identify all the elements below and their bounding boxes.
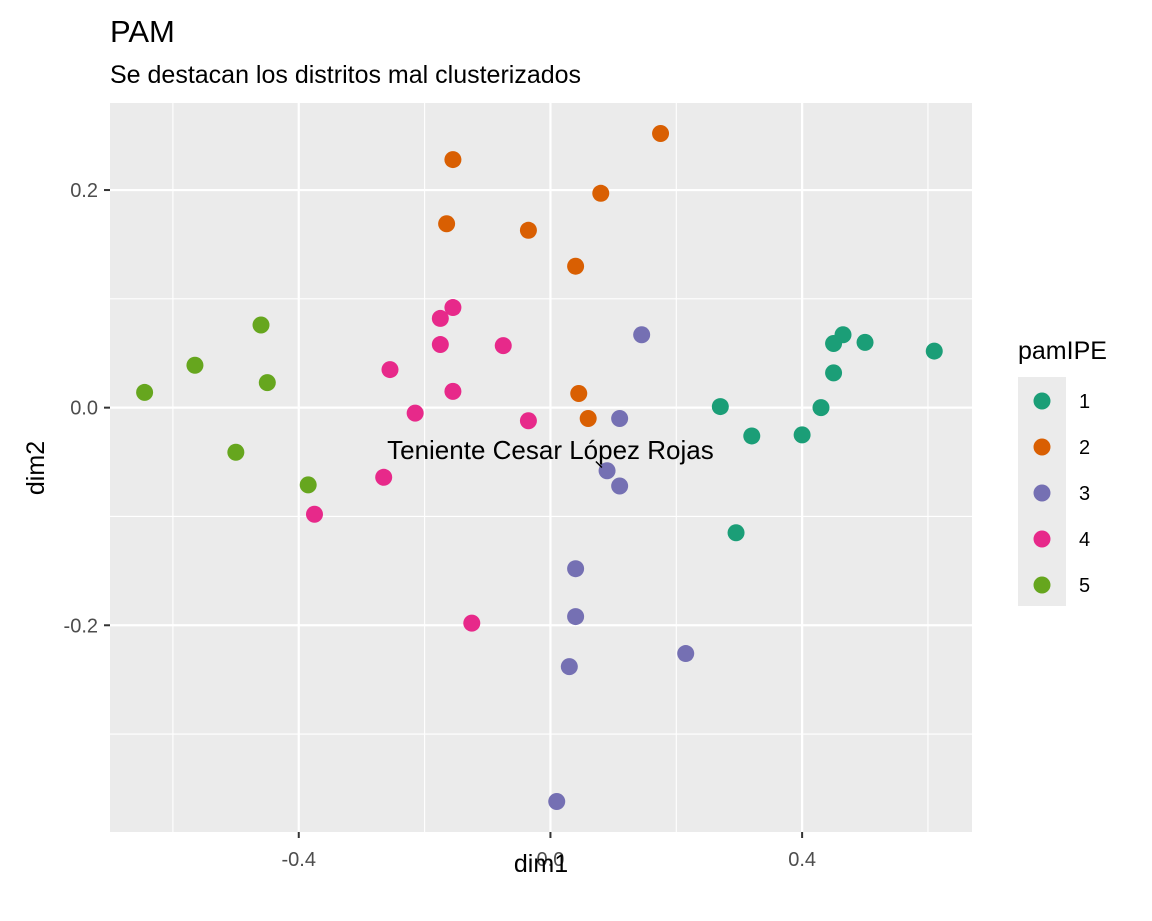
data-point-cluster-1 [743, 427, 761, 445]
data-point-cluster-2 [444, 151, 462, 169]
data-point-cluster-3 [677, 645, 695, 663]
annotations: Teniente Cesar López Rojas [387, 435, 714, 469]
legend: pamIPE 1 2 3 4 5 [1018, 337, 1107, 606]
legend-label: 3 [1079, 483, 1090, 505]
data-point-cluster-4 [494, 337, 512, 355]
x-tick-label: 0.0 [537, 849, 565, 871]
data-point-cluster-2 [592, 184, 610, 202]
chart-title: PAM [110, 14, 175, 49]
data-point-cluster-3 [567, 560, 585, 578]
data-point-cluster-4 [381, 361, 399, 379]
y-tick-label: 0.0 [70, 398, 98, 420]
data-point-cluster-4 [519, 412, 537, 430]
data-point-cluster-4 [375, 468, 393, 486]
data-point-cluster-2 [570, 385, 588, 403]
data-point-cluster-3 [548, 793, 566, 811]
data-point-cluster-1 [793, 426, 811, 444]
data-point-cluster-2 [567, 257, 585, 275]
y-tick-label: 0.2 [70, 180, 98, 202]
legend-label: 5 [1079, 575, 1090, 597]
data-point-cluster-1 [812, 399, 830, 417]
chart-subtitle: Se destacan los distritos mal clusteriza… [110, 61, 581, 89]
plot-panel [110, 103, 972, 832]
data-point-cluster-5 [186, 356, 204, 374]
x-tick-label: -0.4 [282, 849, 316, 871]
data-point-cluster-1 [711, 398, 729, 416]
data-point-cluster-2 [519, 221, 537, 239]
y-tick-label: -0.2 [64, 615, 98, 637]
data-point-cluster-3 [598, 462, 616, 480]
legend-title: pamIPE [1018, 337, 1107, 365]
data-point-cluster-2 [652, 124, 670, 142]
data-point-cluster-1 [925, 342, 943, 360]
legend-key-3 [1033, 484, 1051, 502]
legend-key-1 [1033, 392, 1051, 410]
data-point-cluster-3 [560, 658, 578, 676]
legend-key-5 [1033, 576, 1051, 594]
grid-lines [110, 103, 972, 832]
data-point-cluster-5 [299, 476, 317, 494]
data-point-cluster-4 [305, 505, 323, 523]
data-point-cluster-4 [444, 299, 462, 317]
data-point-cluster-3 [633, 326, 651, 344]
data-point-cluster-5 [252, 316, 270, 334]
annotation-label: Teniente Cesar López Rojas [387, 435, 714, 465]
y-axis-ticks: -0.2 0.0 0.2 [64, 180, 110, 637]
legend-items: 1 2 3 4 5 [1033, 391, 1090, 597]
data-point-cluster-4 [431, 336, 449, 354]
data-point-cluster-5 [258, 374, 276, 392]
y-axis-title: dim2 [22, 441, 50, 495]
data-point-cluster-1 [825, 364, 843, 382]
data-point-cluster-1 [834, 326, 852, 344]
legend-key-2 [1033, 438, 1051, 456]
legend-label: 4 [1079, 529, 1090, 551]
x-tick-label: 0.4 [788, 849, 816, 871]
data-point-cluster-4 [431, 309, 449, 327]
data-point-cluster-3 [567, 608, 585, 626]
data-point-cluster-2 [579, 410, 597, 428]
data-point-cluster-5 [136, 383, 154, 401]
x-axis-ticks: -0.4 0.0 0.4 [282, 832, 816, 871]
data-point-cluster-4 [406, 404, 424, 422]
data-point-cluster-4 [444, 382, 462, 400]
legend-key-4 [1033, 530, 1051, 548]
data-point-cluster-1 [727, 524, 745, 542]
data-point-cluster-2 [438, 215, 456, 233]
data-point-cluster-3 [611, 410, 629, 428]
annotation-leader-line [595, 460, 603, 469]
data-point-cluster-5 [227, 443, 245, 461]
data-point-cluster-3 [611, 477, 629, 495]
legend-label: 1 [1079, 391, 1090, 413]
data-point-cluster-4 [463, 614, 481, 632]
data-point-cluster-1 [856, 333, 874, 351]
data-points [136, 124, 943, 811]
legend-label: 2 [1079, 437, 1090, 459]
x-axis-title: dim1 [514, 850, 568, 878]
